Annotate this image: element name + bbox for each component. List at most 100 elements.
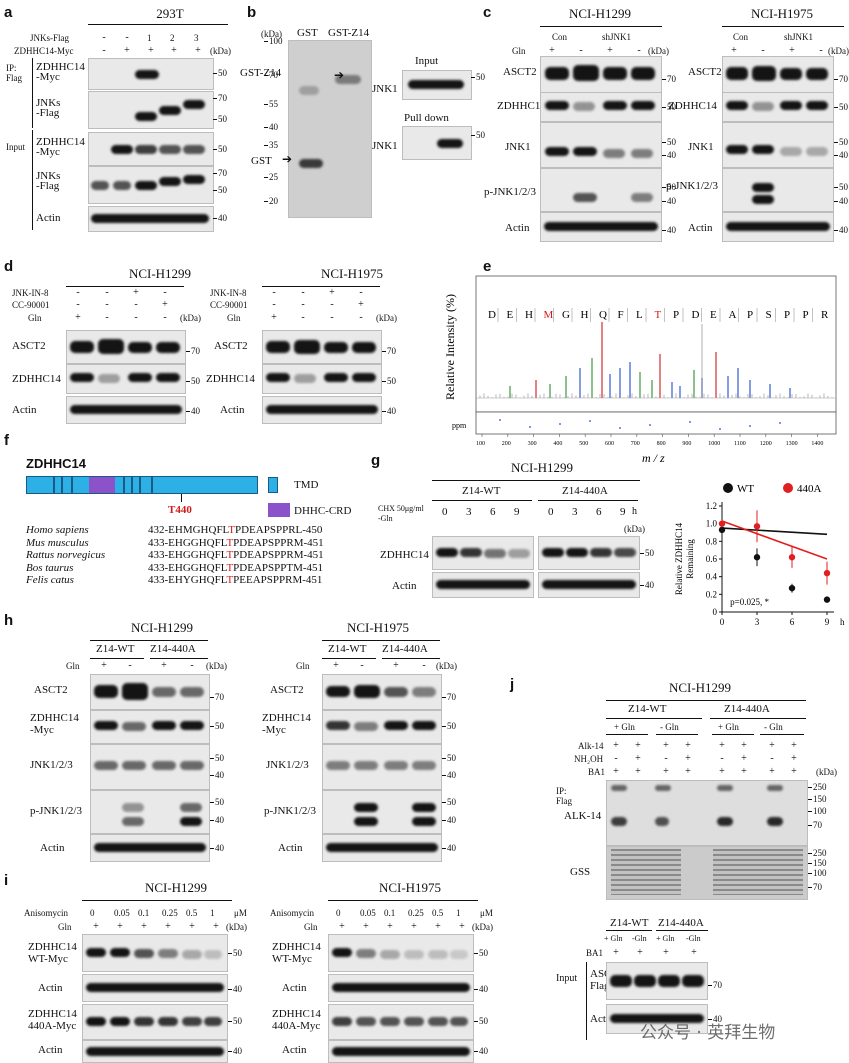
gln-label: Gln (66, 661, 80, 671)
blot-label: Actin (40, 842, 65, 854)
mw-marker: 50 (474, 948, 488, 958)
mw-marker: 150 (808, 858, 827, 868)
unit-label: (kDa) (210, 46, 231, 56)
blot-h1-actin (90, 834, 210, 862)
group-label: Z14-WT (610, 917, 649, 929)
ladder-mark: 20 (264, 196, 278, 206)
mw-marker: 50 (640, 548, 654, 558)
blot-d1-z14 (66, 364, 186, 394)
x-tick-label: 9 (825, 617, 830, 627)
tmd-legend-swatch (268, 477, 278, 493)
crd-legend-swatch (268, 503, 290, 517)
blot-h2-actin (322, 834, 442, 862)
blot-label: ZDHHC14 WT-Myc (272, 941, 321, 965)
mw-marker: 50 (442, 797, 456, 807)
blot-label: ZDHHC14 (380, 549, 429, 561)
ms-xtick: 1100 (734, 441, 746, 447)
blot-h1-asct2 (90, 674, 210, 710)
data-point-WT (788, 584, 796, 592)
blot-label: ZDHHC14 -Myc (262, 712, 311, 736)
cell-label: NCI-H1299 (144, 880, 208, 895)
row-label: ZDHHC14-Myc (14, 46, 74, 56)
dose-label: 1 (210, 908, 215, 918)
blot-c1-z14 (540, 92, 662, 122)
mw-marker: 50 (228, 1016, 242, 1026)
mw-marker: 50 (662, 102, 676, 112)
species-sequence: 433-EHGGHQFLTPDEAPSPPRM-451 (148, 549, 324, 561)
unit-label: (kDa) (828, 46, 849, 56)
mw-marker: 50 (213, 114, 227, 124)
mw-marker: 40 (186, 406, 200, 416)
unit-label: (kDa) (472, 922, 493, 932)
mw-marker: 50 (213, 144, 227, 154)
data-point-WT (753, 554, 761, 561)
input-label: Input (6, 142, 25, 152)
blot-h2-z14 (322, 710, 442, 744)
p-value-annotation: p=0.025, * (730, 597, 769, 607)
lane-label: GST-Z14 (328, 27, 370, 39)
blot-label: Actin (688, 222, 713, 234)
residue: D (488, 309, 496, 321)
row-label: Gln (227, 313, 241, 323)
dose-unit: μM (480, 908, 493, 918)
residue: P (747, 309, 753, 321)
panel-f-label: f (4, 432, 9, 449)
blot-label: GSS (570, 866, 591, 878)
ip-label: IP: Flag (556, 786, 573, 806)
group-label: Z14-440A (658, 917, 704, 929)
panel-a-label: a (4, 4, 13, 21)
fit-line-440A (721, 520, 828, 560)
mw-marker: 70 (442, 692, 456, 702)
blot-i2-actin (328, 974, 474, 1002)
blot-b-input (402, 70, 472, 100)
unit-label: (kDa) (180, 313, 201, 323)
subgroup-label: - Gln (764, 722, 783, 732)
y-tick-label: 0 (713, 607, 718, 617)
time-label: 6 (490, 506, 496, 518)
mw-marker: 40 (210, 843, 224, 853)
arrow-icon: ➔ (334, 68, 345, 82)
subgroup-label: + Gln (718, 722, 739, 732)
blot-h1-jnk (90, 744, 210, 790)
cell-label: NCI-H1299 (510, 460, 574, 475)
blot-label: Actin (38, 982, 63, 994)
row-label: JNKs-Flag (30, 33, 70, 43)
mw-marker: 40 (662, 150, 676, 160)
time-label: 0 (442, 506, 448, 518)
cell-label: NCI-H1299 (128, 266, 192, 281)
dose-label: 1 (456, 908, 461, 918)
row-label: CC-90001 (210, 300, 248, 310)
unit-label: (kDa) (816, 767, 837, 777)
treatment-label: CHX 50μg/ml -Gln (378, 504, 424, 523)
residue: S (766, 309, 772, 321)
blot-h2-jnk (322, 744, 442, 790)
mw-marker: 40 (834, 196, 848, 206)
ladder-mark: 25 (264, 172, 278, 182)
site-label: T440 (168, 504, 192, 516)
protein-domain-bar (26, 476, 258, 494)
residue: P (673, 309, 679, 321)
y-tick-label: 0.8 (706, 536, 718, 546)
marker-gst: GST (251, 155, 272, 167)
mw-marker: 40 (834, 150, 848, 160)
ms-xtick: 1000 (708, 441, 720, 447)
mw-marker: 100 (808, 806, 827, 816)
blot-label: Actin (392, 580, 417, 592)
cell-label: NCI-H1975 (750, 6, 814, 21)
subgroup-label: - Gln (660, 722, 679, 732)
blot-b-pulldown (402, 126, 472, 160)
blot-d2-asct2 (262, 330, 382, 364)
lane-label: 2 (170, 33, 175, 43)
mw-marker: 40 (442, 770, 456, 780)
blot-label: Actin (282, 982, 307, 994)
mw-marker: 250 (808, 782, 827, 792)
panel-i-label: i (4, 872, 9, 889)
decay-chart: 0 0.2 0.4 0.6 0.8 1.0 1.2 0 3 6 9 h Relative ZDHHC14… (674, 483, 845, 627)
blot-label: Actin (282, 1044, 307, 1056)
dose-unit: μM (234, 908, 247, 918)
blot-label: Actin (12, 404, 37, 416)
residue: H (525, 309, 533, 321)
group-label: Z14-440A (382, 643, 428, 655)
dose-label: 0.5 (186, 908, 198, 918)
mw-marker: 50 (834, 137, 848, 147)
